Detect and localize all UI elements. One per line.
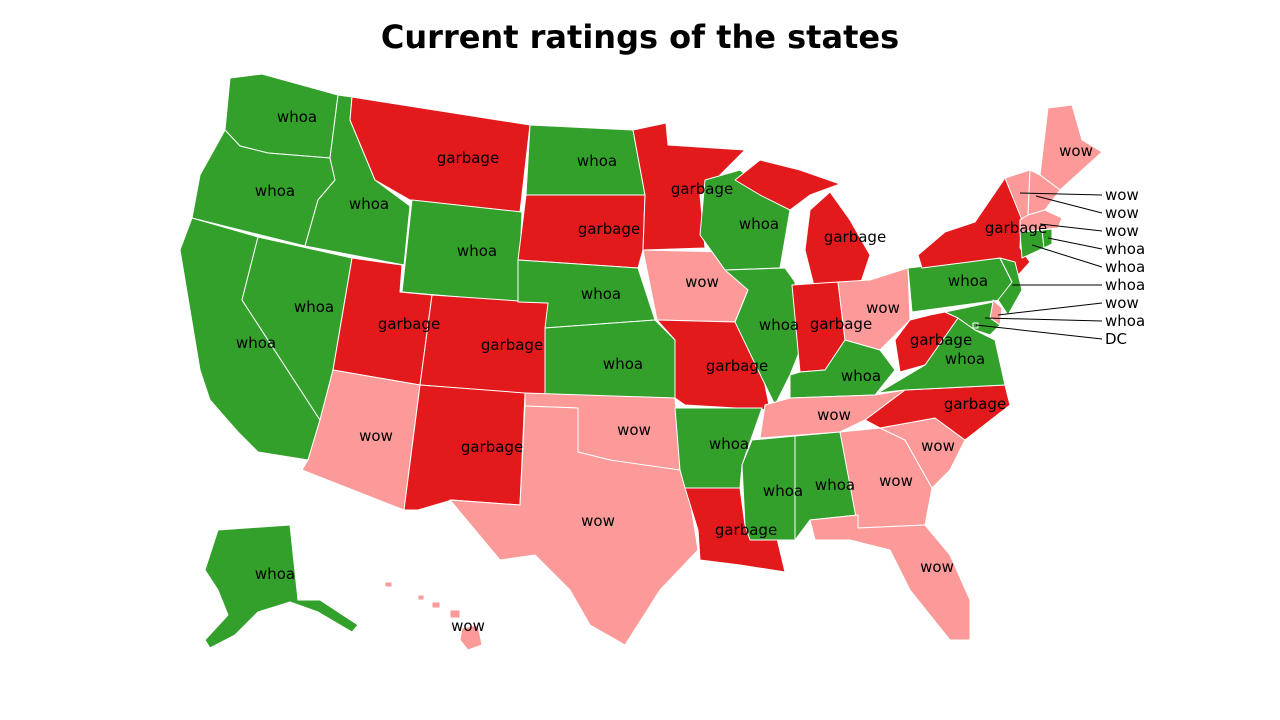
leader-new-hampshire: [1035, 195, 1103, 214]
state-minnesota[interactable]: [632, 122, 746, 251]
state-texas[interactable]: [449, 405, 699, 646]
label-maryland: whoa: [1105, 312, 1145, 330]
label-minnesota: garbage: [671, 180, 733, 198]
label-nevada: whoa: [294, 298, 334, 316]
label-illinois: whoa: [759, 316, 799, 334]
state-louisiana[interactable]: [684, 487, 786, 573]
leader-dc: [975, 324, 1103, 340]
state-florida[interactable]: [809, 514, 971, 641]
label-georgia: wow: [879, 472, 913, 490]
leader-maryland: [984, 317, 1103, 322]
label-new-hampshire: wow: [1105, 204, 1139, 222]
state-dc[interactable]: [972, 322, 979, 329]
leader-connecticut: [1031, 244, 1103, 268]
label-colorado: garbage: [481, 336, 543, 354]
label-texas: wow: [581, 512, 615, 530]
label-rhode-island: whoa: [1105, 240, 1145, 258]
label-louisiana: garbage: [715, 521, 777, 539]
label-arizona: wow: [359, 427, 393, 445]
label-tennessee: wow: [817, 406, 851, 424]
label-iowa: wow: [685, 273, 719, 291]
label-idaho: whoa: [349, 195, 389, 213]
label-vermont: wow: [1105, 186, 1139, 204]
leader-massachusetts: [1039, 223, 1103, 232]
label-south-carolina: wow: [921, 437, 955, 455]
leader-delaware: [997, 302, 1103, 316]
label-michigan: garbage: [824, 228, 886, 246]
page-title: Current ratings of the states: [380, 18, 900, 56]
label-wisconsin: whoa: [739, 215, 779, 233]
label-nebraska: whoa: [581, 285, 621, 303]
label-arkansas: whoa: [709, 435, 749, 453]
state-michigan[interactable]: [734, 159, 871, 291]
label-connecticut: whoa: [1105, 258, 1145, 276]
state-rhode-island[interactable]: [1041, 228, 1053, 249]
label-dc: DC: [1105, 330, 1127, 348]
state-alaska[interactable]: [204, 524, 359, 649]
label-west-virginia: garbage: [910, 331, 972, 349]
leader-vermont: [1019, 192, 1103, 196]
label-massachusetts: wow: [1105, 222, 1139, 240]
label-indiana: garbage: [810, 315, 872, 333]
label-wyoming: whoa: [457, 242, 497, 260]
label-missouri: garbage: [706, 357, 768, 375]
state-new-york[interactable]: [917, 177, 1031, 283]
label-north-dakota: whoa: [577, 152, 617, 170]
label-mississippi: whoa: [763, 482, 803, 500]
state-new-jersey[interactable]: [997, 257, 1023, 316]
label-delaware: wow: [1105, 294, 1139, 312]
state-maryland[interactable]: [944, 301, 1001, 336]
label-new-mexico: garbage: [461, 438, 523, 456]
label-new-jersey: whoa: [1105, 276, 1145, 294]
label-kentucky: whoa: [841, 367, 881, 385]
state-illinois[interactable]: [724, 267, 801, 406]
label-alabama: whoa: [815, 476, 855, 494]
label-ohio: wow: [866, 299, 900, 317]
label-kansas: whoa: [603, 355, 643, 373]
label-maine: wow: [1059, 142, 1093, 160]
label-florida: wow: [920, 558, 954, 576]
label-oklahoma: wow: [617, 421, 651, 439]
label-pennsylvania: whoa: [948, 272, 988, 290]
label-hawaii: wow: [451, 617, 485, 635]
label-california: whoa: [236, 334, 276, 352]
label-utah: garbage: [378, 315, 440, 333]
state-south-dakota[interactable]: [517, 194, 646, 269]
state-hawaii[interactable]: [384, 581, 483, 651]
label-alaska: whoa: [255, 565, 295, 583]
leader-rhode-island: [1047, 237, 1103, 250]
label-new-york: garbage: [985, 219, 1047, 237]
label-north-carolina: garbage: [944, 395, 1006, 413]
label-washington: whoa: [277, 108, 317, 126]
label-virginia: whoa: [945, 350, 985, 368]
label-montana: garbage: [437, 149, 499, 167]
label-oregon: whoa: [255, 182, 295, 200]
label-south-dakota: garbage: [578, 220, 640, 238]
